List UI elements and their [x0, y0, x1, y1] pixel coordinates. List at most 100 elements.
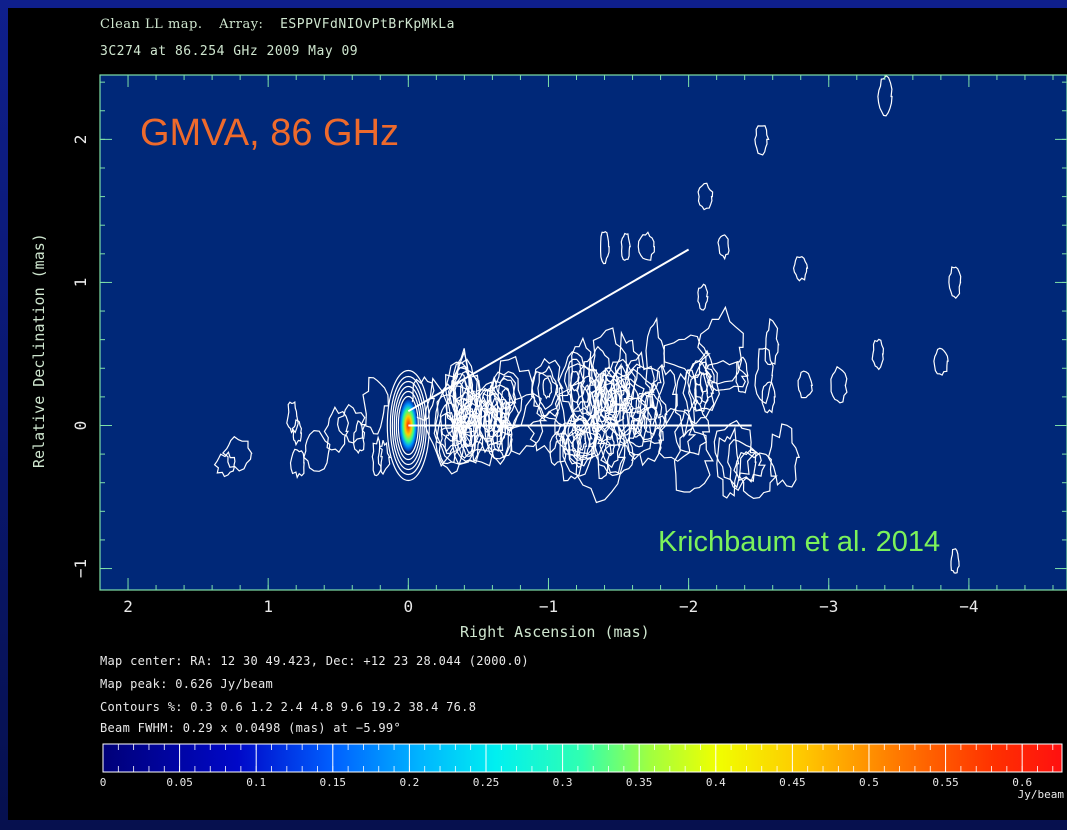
jet-contour — [636, 382, 668, 445]
jet-contour — [601, 377, 622, 421]
jet-contour — [542, 376, 553, 400]
array-label: Array: — [219, 17, 264, 32]
jet-contour — [674, 369, 698, 438]
x-tick-label: −4 — [959, 597, 978, 616]
jet-contour — [764, 317, 780, 366]
x-tick-label: 2 — [123, 597, 133, 616]
colorbar-tick-label: 0.55 — [932, 776, 959, 789]
jet-contour — [877, 74, 893, 117]
jet-contour — [605, 434, 616, 457]
map-area — [100, 75, 1067, 590]
jet-contour — [377, 440, 391, 476]
jet-direction-line — [407, 248, 690, 413]
jet-contour — [459, 379, 470, 402]
jet-contour — [624, 351, 655, 436]
jet-contour — [754, 125, 770, 156]
jet-contour — [286, 401, 299, 434]
jet-contour — [463, 424, 474, 448]
jet-contour — [213, 450, 236, 478]
jet-contour — [767, 423, 801, 488]
colorbar-tick-label: 0.5 — [859, 776, 879, 789]
jet-contour — [549, 430, 567, 467]
jet-contour — [558, 351, 592, 413]
jet-contour — [674, 399, 711, 456]
y-tick-label: −1 — [71, 559, 90, 578]
colorbar-unit: Jy/beam — [1018, 788, 1065, 801]
jet-contour — [830, 365, 848, 404]
y-tick-label: 2 — [71, 135, 90, 145]
jet-contour — [614, 330, 641, 409]
jet-contour — [362, 376, 390, 435]
jet-contour — [948, 266, 962, 299]
jet-contour — [454, 404, 484, 464]
contours-text: Contours %: 0.3 0.6 1.2 2.4 4.8 9.6 19.2… — [100, 700, 477, 714]
jet-contour — [647, 404, 658, 427]
map-header-line2: 3C274 at 86.254 GHz 2009 May 09 — [100, 44, 359, 59]
jet-contour — [673, 414, 714, 493]
jet-contour — [222, 435, 253, 472]
jet-contour — [642, 393, 663, 436]
jet-contour — [605, 358, 636, 413]
jet-contour — [697, 182, 714, 211]
jet-contour — [620, 232, 631, 262]
colorbar-tick-label: 0.35 — [626, 776, 653, 789]
jet-contour — [754, 347, 774, 405]
jet-contour — [687, 349, 721, 412]
colorbar-tick-label: 0.15 — [320, 776, 347, 789]
jet-contour — [423, 377, 467, 468]
jet-contour — [567, 407, 599, 467]
jet-contour — [645, 316, 665, 410]
jet-contour — [570, 370, 580, 393]
jet-contour — [461, 423, 472, 449]
jet-contour — [537, 365, 558, 411]
jet-contour — [478, 392, 499, 433]
jet-contour — [727, 439, 757, 492]
colorbar-tick-label: 0.05 — [166, 776, 193, 789]
jet-contour — [575, 410, 626, 504]
map-center-text: Map center: RA: 12 30 49.423, Dec: +12 2… — [100, 654, 529, 668]
jet-contour — [797, 370, 813, 399]
jet-contour — [604, 388, 615, 415]
colorbar-tick-label: 0.45 — [779, 776, 806, 789]
x-tick-label: −3 — [819, 597, 838, 616]
jet-contour — [699, 372, 710, 393]
x-tick-label: 1 — [263, 597, 273, 616]
jet-contour — [599, 425, 621, 469]
jet-contour — [444, 431, 455, 455]
jet-contour — [488, 407, 509, 446]
jet-contour — [688, 371, 709, 412]
jet-contour — [591, 378, 613, 423]
jet-contour — [637, 231, 656, 261]
jet-contour — [871, 338, 885, 371]
jet-contour — [738, 450, 778, 500]
jet-contour — [596, 388, 607, 413]
jet-contour — [483, 400, 494, 424]
colorbar-tick-label: 0.1 — [246, 776, 266, 789]
jet-contour — [600, 231, 610, 265]
jet-contour — [410, 375, 435, 422]
jet-contour — [594, 368, 623, 433]
colorbar-tick-label: 0.3 — [553, 776, 573, 789]
jet-contour — [576, 375, 598, 416]
jet-contour — [717, 234, 730, 261]
contour-group — [213, 74, 962, 574]
array-stations: ESPPVFdNIOvPtBrKpMkLa — [280, 17, 455, 32]
x-tick-label: −1 — [539, 597, 558, 616]
jet-contour — [792, 256, 809, 282]
map-peak-text: Map peak: 0.626 Jy/beam — [100, 677, 274, 691]
jet-contour — [444, 411, 454, 435]
jet-contour — [607, 386, 617, 411]
jet-contour — [303, 429, 331, 472]
colorbar-tick-label: 0.6 — [1012, 776, 1032, 789]
jet-contour — [622, 397, 653, 460]
jet-contour — [500, 387, 512, 411]
jet-contour — [563, 358, 586, 404]
map-header-line1: Clean LL map. Array: ESPPVFdNIOvPtBrKpMk… — [100, 17, 455, 32]
colorbar-tick-label: 0 — [100, 776, 107, 789]
jet-contour — [733, 448, 766, 483]
jet-contour — [527, 415, 566, 455]
plot-frame — [99, 74, 1067, 591]
jet-contour — [438, 424, 460, 465]
jet-contour — [456, 415, 478, 459]
